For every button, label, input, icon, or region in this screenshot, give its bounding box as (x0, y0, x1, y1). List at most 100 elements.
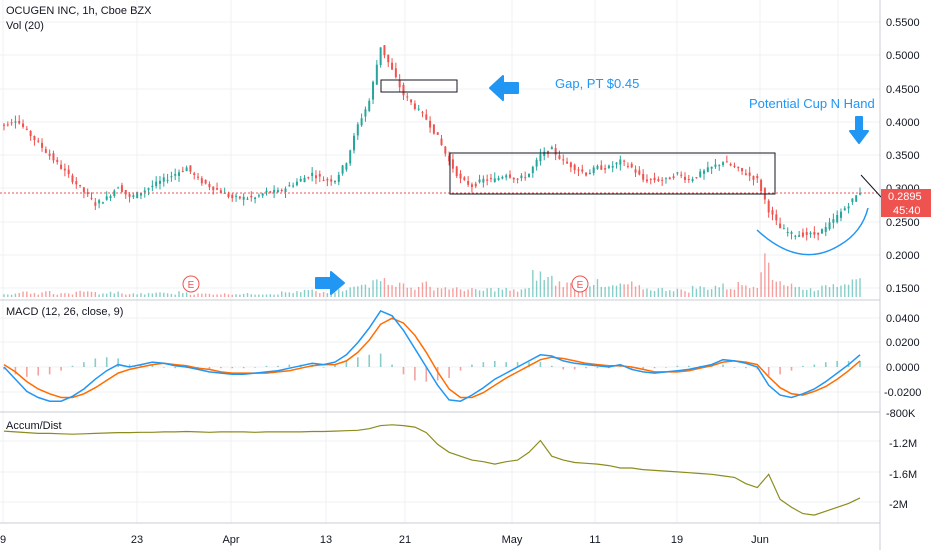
left-arrow-gap-icon[interactable] (489, 75, 519, 101)
macd-histogram-bar (653, 367, 656, 369)
macd-histogram-bar (528, 362, 530, 367)
candle-body (843, 208, 846, 211)
candle-body (212, 186, 215, 191)
consolidation-box-drawing[interactable] (449, 152, 776, 195)
volume-bar (547, 276, 549, 297)
volume-bar (140, 293, 142, 297)
volume-bar (513, 289, 515, 297)
candle-body (604, 168, 607, 170)
candle-body (691, 178, 694, 182)
volume-bar (303, 289, 306, 297)
volume-bar (90, 291, 93, 297)
candle-body (109, 196, 112, 199)
volume-bar (360, 284, 363, 297)
candle-body (295, 181, 298, 186)
volume-bar (813, 291, 816, 297)
candle-body (642, 173, 645, 180)
macd-histogram-bar (83, 362, 85, 367)
price-axis[interactable]: 0.5500 0.5000 0.4500 0.4000 0.3500 0.300… (886, 17, 920, 295)
candle-body (535, 159, 538, 167)
volume-bar (802, 289, 804, 297)
volume-bar (223, 293, 226, 297)
volume-bar (570, 282, 572, 297)
volume-bar (262, 294, 264, 297)
candle-body (189, 165, 192, 172)
time-axis[interactable]: 9 23 Apr 13 21 May 11 19 Jun (0, 534, 769, 546)
candle-body (29, 130, 32, 137)
volume-bar (281, 291, 283, 297)
candle-body (413, 103, 416, 109)
candle-body (855, 195, 858, 202)
volume-bar (383, 278, 386, 297)
candle-body (345, 163, 348, 170)
volume-bar (71, 294, 74, 297)
macd-histogram-bar (516, 362, 519, 367)
candle-body (596, 165, 599, 169)
candle-body (474, 183, 477, 187)
candle-body (170, 176, 173, 178)
candle-body (573, 164, 576, 171)
candle-body (775, 214, 778, 221)
volume-bar (718, 287, 720, 297)
volume-bar (600, 286, 602, 297)
candle-body (231, 194, 234, 199)
candle-body (836, 215, 839, 223)
candle-body (733, 165, 736, 167)
candle-body (482, 178, 485, 183)
candle-body (695, 177, 698, 179)
candle-body (71, 175, 74, 183)
macd-axis[interactable]: 0.0400 0.0200 0.0000 -0.0200 (884, 313, 921, 399)
candle-body (478, 179, 481, 183)
macd-histogram-bar (493, 360, 496, 367)
macd-histogram-bar (745, 367, 747, 369)
candle-body (470, 184, 473, 188)
volume-bar (75, 291, 77, 297)
candle-body (333, 181, 336, 183)
volume-bar (174, 294, 176, 297)
candle-body (56, 159, 59, 162)
volume-bar (341, 291, 344, 297)
volume-bar (619, 283, 622, 297)
candle-body (805, 232, 808, 236)
candle-body (638, 170, 641, 175)
current-price-tag[interactable]: 0.2895 45:40 (881, 189, 931, 217)
volume-bar (729, 288, 732, 297)
right-arrow-volume-icon[interactable] (315, 271, 345, 295)
trend-line-drawing[interactable] (860, 174, 882, 198)
volume-bar (832, 284, 835, 297)
price-candles[interactable] (3, 45, 861, 241)
volume-bar (410, 287, 412, 297)
candle-body (824, 227, 827, 232)
candle-body (124, 189, 127, 195)
accum-dist-line (3, 424, 861, 516)
macd-histogram-bar (505, 362, 507, 367)
macd-label: MACD (12, 26, close, 9) (6, 306, 123, 318)
volume-bar (60, 293, 62, 297)
volume-bar (695, 288, 698, 297)
volume-bar (783, 285, 785, 297)
earnings-marker-1[interactable]: E (182, 275, 200, 293)
candle-body (402, 84, 405, 96)
accum-tick: -1.6M (889, 469, 917, 481)
cup-curve-drawing[interactable] (756, 207, 869, 256)
macd-histogram-bar (162, 367, 165, 368)
cup-annotation-text[interactable]: Potential Cup N Hand (749, 96, 875, 111)
gap-annotation-text[interactable]: Gap, PT $0.45 (555, 76, 639, 91)
volume-bar (722, 283, 724, 297)
down-arrow-cup-icon[interactable] (849, 116, 869, 144)
volume-bar (421, 282, 424, 297)
price-tick: 0.2000 (886, 250, 920, 262)
volume-bar (806, 289, 808, 297)
macd-histogram-bar (322, 367, 325, 368)
volume-bar (136, 294, 138, 297)
volume-bar (368, 287, 370, 297)
candle-body (703, 170, 706, 174)
gap-box-drawing[interactable] (380, 79, 458, 93)
candle-body (516, 178, 519, 180)
earnings-marker-2[interactable]: E (571, 275, 589, 293)
accum-axis[interactable]: -800K -1.2M -1.6M -2M (886, 408, 917, 511)
macd-histogram-bar (345, 360, 348, 367)
candle-body (562, 159, 565, 161)
volume-bar (608, 286, 610, 297)
